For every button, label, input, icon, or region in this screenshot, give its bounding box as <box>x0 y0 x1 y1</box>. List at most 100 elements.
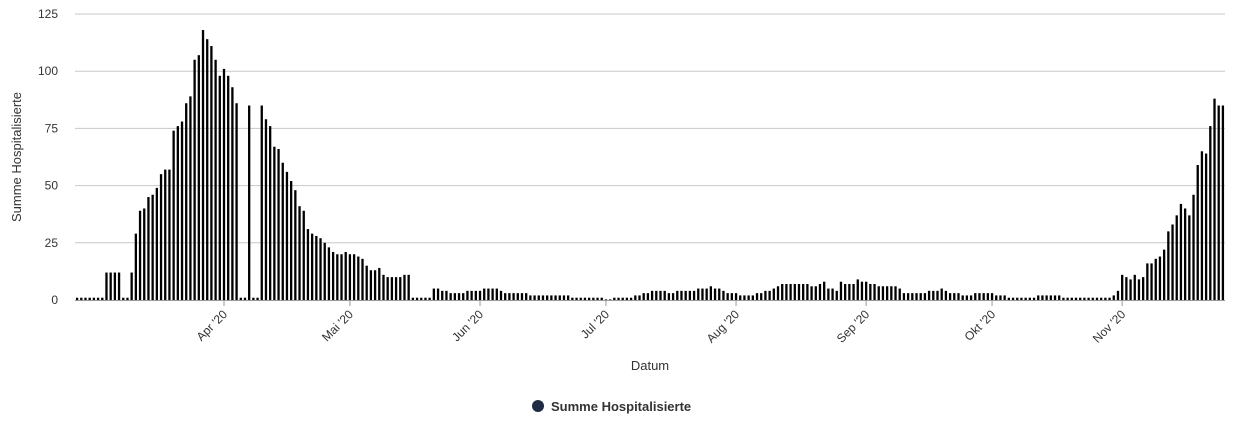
bar[interactable] <box>978 293 981 300</box>
bar[interactable] <box>1183 208 1187 300</box>
bar[interactable] <box>722 290 725 300</box>
bar[interactable] <box>1091 297 1094 300</box>
bar[interactable] <box>294 190 297 300</box>
bar[interactable] <box>386 277 389 300</box>
bar[interactable] <box>525 293 528 300</box>
bar[interactable] <box>999 295 1002 300</box>
bar[interactable] <box>764 290 767 300</box>
bar[interactable] <box>1104 297 1107 300</box>
bar[interactable] <box>604 299 608 300</box>
bar[interactable] <box>235 103 238 301</box>
bar[interactable] <box>319 238 322 300</box>
bar[interactable] <box>755 293 759 300</box>
bar[interactable] <box>600 297 603 300</box>
bar[interactable] <box>1175 215 1178 300</box>
bar[interactable] <box>449 293 452 300</box>
bar[interactable] <box>617 297 620 300</box>
bar[interactable] <box>1032 297 1036 300</box>
bar[interactable] <box>995 295 998 300</box>
bar[interactable] <box>760 293 763 300</box>
bar[interactable] <box>802 283 805 300</box>
bar[interactable] <box>986 293 990 300</box>
bar[interactable] <box>948 293 952 300</box>
bar[interactable] <box>923 293 927 300</box>
bar[interactable] <box>415 297 419 300</box>
bar[interactable] <box>1209 126 1212 300</box>
bar[interactable] <box>629 297 633 300</box>
bar[interactable] <box>902 293 906 300</box>
bar[interactable] <box>776 286 780 300</box>
bar[interactable] <box>554 295 557 300</box>
bar[interactable] <box>441 290 444 300</box>
bar[interactable] <box>1200 151 1204 300</box>
bar[interactable] <box>306 229 310 300</box>
bar[interactable] <box>1158 256 1162 300</box>
bar[interactable] <box>285 171 289 300</box>
bar[interactable] <box>1129 279 1132 300</box>
bar[interactable] <box>869 283 872 300</box>
bar[interactable] <box>495 288 498 300</box>
bar[interactable] <box>814 286 817 300</box>
bar[interactable] <box>835 290 838 300</box>
bar[interactable] <box>701 288 704 300</box>
bar[interactable] <box>1133 274 1136 300</box>
bar[interactable] <box>927 290 931 300</box>
bar[interactable] <box>390 277 394 300</box>
bar[interactable] <box>969 295 973 300</box>
bar[interactable] <box>365 265 368 300</box>
bar[interactable] <box>873 283 876 300</box>
bar[interactable] <box>583 297 587 300</box>
bar[interactable] <box>1058 295 1061 300</box>
bar[interactable] <box>508 293 511 300</box>
bar[interactable] <box>264 119 268 300</box>
bar[interactable] <box>818 283 822 300</box>
bar[interactable] <box>134 233 138 300</box>
bar[interactable] <box>1162 249 1166 300</box>
bar[interactable] <box>248 105 251 301</box>
bar[interactable] <box>180 121 184 300</box>
bar[interactable] <box>1150 263 1153 300</box>
bar[interactable] <box>491 288 494 300</box>
bar[interactable] <box>571 297 574 300</box>
bar[interactable] <box>625 297 629 300</box>
bar[interactable] <box>646 293 650 300</box>
bar[interactable] <box>663 290 666 300</box>
legend-marker[interactable] <box>532 400 544 412</box>
bar[interactable] <box>898 288 901 300</box>
bar[interactable] <box>470 290 473 300</box>
bar[interactable] <box>252 297 255 300</box>
bar[interactable] <box>1037 295 1040 300</box>
bar[interactable] <box>713 288 717 300</box>
bar[interactable] <box>256 297 259 300</box>
bar[interactable] <box>122 297 125 300</box>
bar[interactable] <box>1171 224 1174 300</box>
bar[interactable] <box>890 286 893 300</box>
bar[interactable] <box>936 290 939 300</box>
bar[interactable] <box>957 293 960 300</box>
bar[interactable] <box>877 286 880 300</box>
bar[interactable] <box>117 272 121 300</box>
bar[interactable] <box>1108 297 1111 300</box>
bar[interactable] <box>1074 297 1078 300</box>
bar[interactable] <box>537 295 540 300</box>
bar[interactable] <box>1213 98 1216 300</box>
bar[interactable] <box>659 290 662 300</box>
bar[interactable] <box>839 281 843 300</box>
bar[interactable] <box>474 290 477 300</box>
bar[interactable] <box>1112 295 1115 300</box>
bar[interactable] <box>218 75 221 300</box>
bar[interactable] <box>680 290 683 300</box>
bar[interactable] <box>155 187 158 300</box>
bar[interactable] <box>478 290 482 300</box>
bar[interactable] <box>1083 297 1086 300</box>
bar[interactable] <box>655 290 658 300</box>
bar[interactable] <box>881 286 885 300</box>
bar[interactable] <box>730 293 733 300</box>
bar[interactable] <box>1066 297 1069 300</box>
bar[interactable] <box>739 295 742 300</box>
bar[interactable] <box>189 96 192 300</box>
bar[interactable] <box>550 295 553 300</box>
bar[interactable] <box>310 233 314 300</box>
bar[interactable] <box>512 293 515 300</box>
bar[interactable] <box>101 297 104 300</box>
